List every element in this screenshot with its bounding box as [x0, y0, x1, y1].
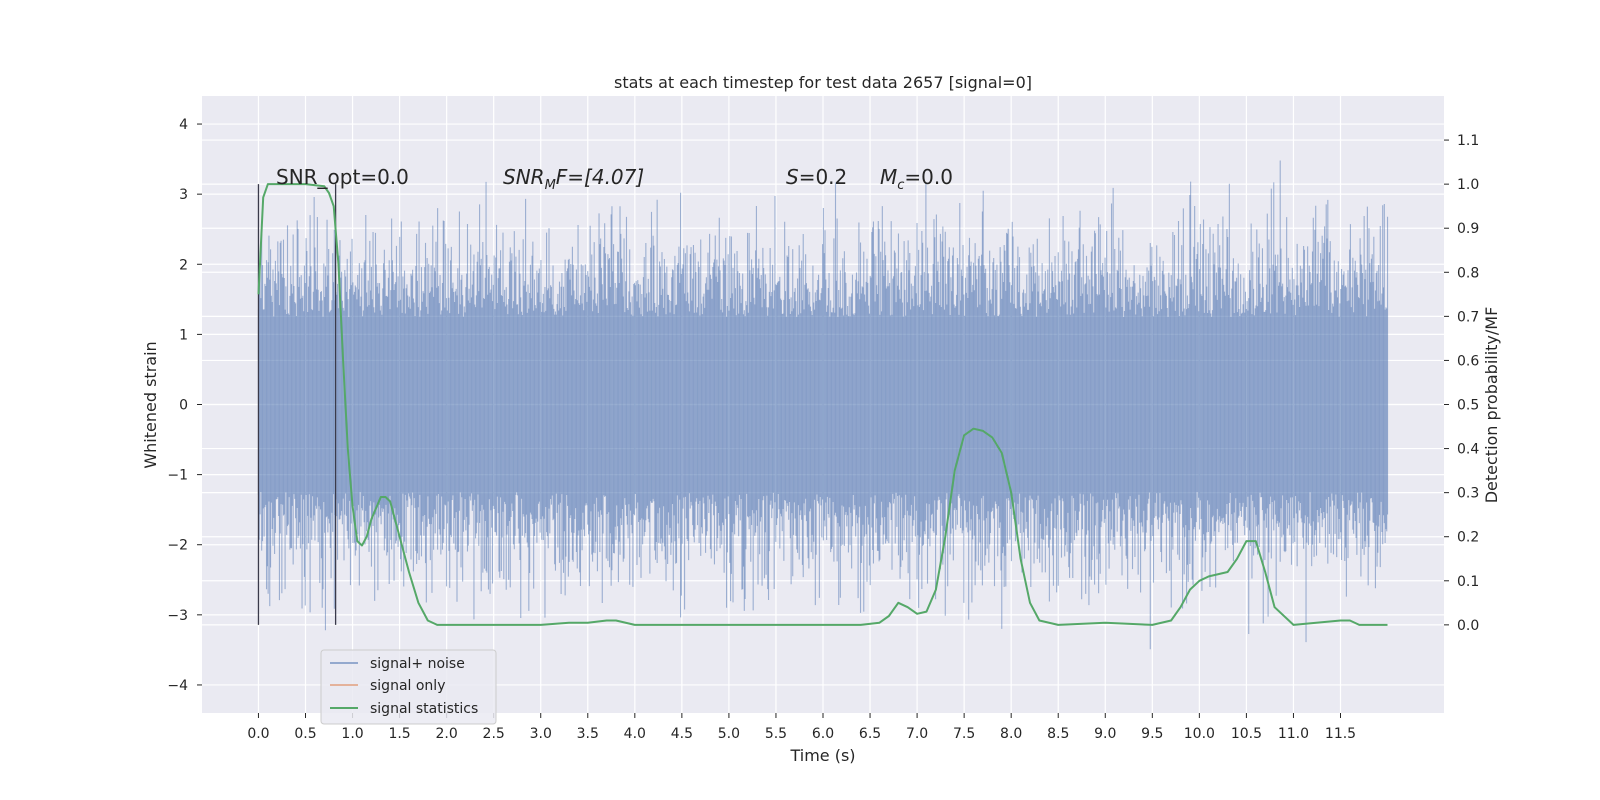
y2-axis-label: Detection probability/MF — [1482, 307, 1501, 504]
x-tick-label: 5.0 — [718, 726, 740, 742]
annotation-s-letter: S — [786, 165, 799, 189]
y2-tick-label: 0.5 — [1457, 398, 1479, 414]
annotation-mc-value: =0.0 — [904, 165, 953, 189]
legend-label-signal-noise: signal+ noise — [370, 656, 465, 672]
x-tick-label: 9.0 — [1094, 726, 1116, 742]
y-tick-label: 1 — [179, 327, 188, 343]
x-tick-label: 8.5 — [1047, 726, 1069, 742]
x-tick-label: 8.0 — [1000, 726, 1022, 742]
annotation-s: S=0.2 — [786, 165, 847, 189]
annotation-snr-mf-value: F=[4.07] — [556, 165, 644, 189]
x-tick-label: 10.5 — [1231, 726, 1262, 742]
x-tick-label: 2.5 — [483, 726, 505, 742]
y-axis-label: Whitened strain — [141, 341, 160, 468]
y-axis-ticks: 4 3 2 1 0 −1 −2 −3 −4 — [167, 117, 202, 694]
x-tick-label: 11.5 — [1325, 726, 1356, 742]
x-tick-label: 1.0 — [341, 726, 363, 742]
y2-tick-label: 1.0 — [1457, 177, 1479, 193]
y2-tick-label: 0.7 — [1457, 309, 1479, 325]
vertical-markers — [257, 184, 337, 625]
y2-tick-label: 0.8 — [1457, 265, 1479, 281]
x-tick-label: 6.5 — [859, 726, 881, 742]
y2-tick-label: 0.2 — [1457, 530, 1479, 546]
annotation-mc: Mc=0.0 — [880, 165, 953, 193]
x-tick-label: 3.0 — [530, 726, 552, 742]
y2-tick-label: 0.9 — [1457, 221, 1479, 237]
y-tick-label: 2 — [179, 257, 188, 273]
x-tick-label: 7.0 — [906, 726, 928, 742]
x-tick-label: 5.5 — [765, 726, 787, 742]
y-tick-label: −3 — [167, 608, 188, 624]
y-tick-label: −1 — [167, 468, 188, 484]
x-axis-ticks: 0.0 0.5 1.0 1.5 2.0 2.5 3.0 3.5 4.0 4.5 5.0 5.5 6.0 6… — [247, 713, 1356, 742]
y-tick-label: 3 — [179, 187, 188, 203]
x-axis-label: Time (s) — [789, 746, 855, 765]
x-tick-label: 7.5 — [953, 726, 975, 742]
annotation-snr-opt: SNR_opt=0.0 — [276, 165, 409, 189]
y2-axis-ticks: 1.1 1.0 0.9 0.8 0.7 0.6 0.5 0.4 0.3 0.2 0.1 0.0 — [1444, 133, 1479, 634]
legend-label-signal-only: signal only — [370, 678, 445, 694]
y2-tick-label: 1.1 — [1457, 133, 1479, 149]
y2-tick-label: 0.1 — [1457, 574, 1479, 590]
y-tick-label: −2 — [167, 538, 188, 554]
x-tick-label: 0.0 — [247, 726, 269, 742]
y2-tick-label: 0.6 — [1457, 353, 1479, 369]
y-tick-label: −4 — [167, 678, 188, 694]
x-tick-label: 3.5 — [577, 726, 599, 742]
annotation-snr-mf-sub: M — [545, 178, 556, 193]
annotation-s-value: =0.2 — [799, 165, 848, 189]
x-tick-label: 4.0 — [624, 726, 646, 742]
legend: signal+ noise signal only signal statist… — [320, 649, 497, 725]
y-tick-label: 4 — [179, 117, 188, 133]
chart-title: stats at each timestep for test data 265… — [614, 73, 1032, 92]
series-signal-noise — [257, 160, 1389, 650]
x-tick-label: 0.5 — [294, 726, 316, 742]
x-tick-label: 9.5 — [1141, 726, 1163, 742]
series-signal-statistics — [257, 183, 1388, 626]
annotation-mc-letter: M — [880, 165, 897, 189]
annotation-mc-sub: c — [897, 178, 904, 193]
annotation-snr-mf-base: SNR — [503, 165, 545, 189]
y2-tick-label: 0.0 — [1457, 618, 1479, 634]
x-tick-label: 6.0 — [812, 726, 834, 742]
x-tick-label: 4.5 — [671, 726, 693, 742]
legend-label-signal-statistics: signal statistics — [370, 701, 478, 717]
legend-box — [320, 649, 497, 725]
annotation-snr-mf: SNRMF=[4.07] — [503, 165, 644, 193]
statistics-line — [257, 183, 1388, 626]
y2-tick-label: 0.3 — [1457, 486, 1479, 502]
y2-tick-label: 0.4 — [1457, 442, 1479, 458]
x-tick-label: 10.0 — [1184, 726, 1215, 742]
x-tick-label: 2.0 — [436, 726, 458, 742]
y-tick-label: 0 — [179, 398, 188, 414]
x-tick-label: 11.0 — [1278, 726, 1309, 742]
x-tick-label: 1.5 — [388, 726, 410, 742]
